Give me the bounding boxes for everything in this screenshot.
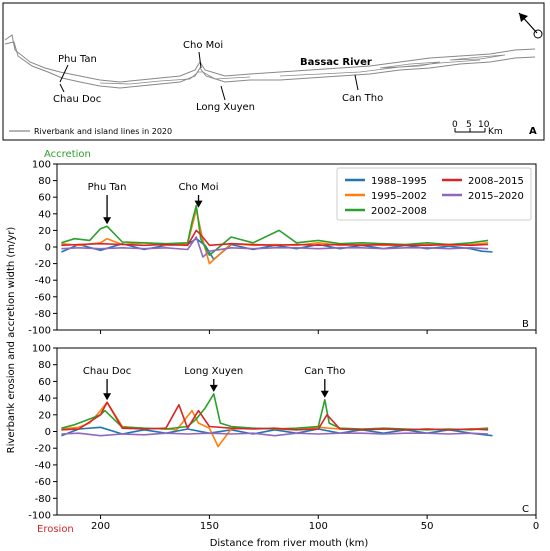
annotation-label: Phu Tan — [88, 182, 127, 193]
x-tick-label: 0 — [533, 521, 539, 532]
series-line — [61, 401, 489, 431]
annotation-label: Long Xuyen — [184, 366, 243, 377]
y-axis-label: Riverbank erosion and accretion width (m… — [6, 227, 17, 454]
river-bank-south — [4, 41, 536, 89]
series-line — [61, 393, 489, 431]
y-tick-label: -60 — [35, 477, 51, 488]
y-tick-label: 20 — [38, 410, 51, 421]
annotation-label: Cho Moi — [178, 182, 218, 193]
place-pointer-chau-doc — [59, 83, 65, 93]
island-1 — [379, 61, 441, 69]
map-frame — [2, 2, 545, 141]
y-tick-label: -80 — [35, 309, 51, 320]
place-pointer-cho-moi — [198, 51, 202, 69]
y-tick-label: 80 — [38, 176, 51, 187]
series-line — [61, 401, 489, 448]
y-tick-label: -80 — [35, 494, 51, 505]
chart-panel-b: 100 80 60 40 20 0 -20 -40 -60 -80 -100 Phu Tan Cho M… — [28, 160, 537, 337]
chart-legend — [336, 167, 532, 221]
annotation-arrowhead — [103, 393, 112, 401]
y-tick-label: 100 — [32, 160, 51, 171]
annotation-label: Can Tho — [304, 366, 345, 377]
x-tick-label: 100 — [309, 521, 328, 532]
y-tick-label: 60 — [38, 377, 51, 388]
x-tick-label: 150 — [200, 521, 219, 532]
scale-unit: Km — [488, 127, 503, 137]
panel-label: B — [522, 319, 529, 330]
x-tick-label: 200 — [91, 521, 110, 532]
legend-label: 1988–1995 — [371, 176, 427, 187]
series-line — [61, 432, 489, 437]
accretion-label: Accretion — [44, 149, 91, 160]
annotation-arrowhead — [320, 390, 329, 398]
y-tick-label: -40 — [35, 460, 51, 471]
annotation-label: Chau Doc — [83, 366, 131, 377]
x-axis-label: Distance from river mouth (km) — [210, 538, 369, 549]
y-tick-label: 60 — [38, 193, 51, 204]
island-2 — [449, 54, 506, 61]
legend-label: 1995–2002 — [371, 191, 427, 202]
legend-label: 2008–2015 — [468, 176, 524, 187]
y-tick-label: -40 — [35, 276, 51, 287]
scale-tick-10: 10 — [478, 120, 490, 130]
annotation-arrowhead — [194, 200, 203, 208]
series-line — [61, 236, 489, 258]
place-label-can-tho: Can Tho — [342, 93, 383, 104]
panel-label: C — [522, 504, 529, 515]
map-panel: Phu Tan Chau Doc Cho Moi Long Xuyen Can … — [2, 2, 545, 141]
place-pointer-can-tho — [354, 74, 359, 91]
y-tick-label: -20 — [35, 259, 51, 270]
place-label-long-xuyen: Long Xuyen — [196, 102, 255, 113]
y-tick-label: 0 — [45, 427, 51, 438]
panel-label-a: A — [529, 126, 537, 137]
y-tick-label: 20 — [38, 226, 51, 237]
y-tick-label: -60 — [35, 292, 51, 303]
legend-label: 2015–2020 — [468, 191, 524, 202]
north-arrow-icon — [518, 12, 543, 39]
river-bank-inner — [99, 59, 481, 85]
y-tick-label: 40 — [38, 209, 51, 220]
y-tick-label: 0 — [45, 243, 51, 254]
scale-tick-0: 0 — [452, 120, 458, 130]
y-tick-label: -20 — [35, 444, 51, 455]
map-legend-label: Riverbank and island lines in 2020 — [34, 127, 172, 136]
place-label-cho-moi: Cho Moi — [183, 40, 223, 51]
river-name: Bassac River — [300, 57, 372, 68]
place-label-phu-tan: Phu Tan — [58, 54, 97, 65]
place-label-chau-doc: Chau Doc — [53, 94, 101, 105]
annotation-arrowhead — [209, 384, 218, 392]
place-pointer-phu-tan — [59, 64, 69, 83]
legend-label: 2002–2008 — [371, 206, 427, 217]
y-tick-label: -100 — [28, 511, 51, 522]
erosion-label: Erosion — [37, 524, 74, 535]
place-pointer-long-xuyen — [220, 85, 226, 101]
x-tick-label: 50 — [421, 521, 434, 532]
scale-bar: 0 5 10 Km — [452, 120, 503, 137]
y-tick-label: 100 — [32, 344, 51, 355]
series-line — [61, 229, 489, 247]
y-tick-label: -100 — [28, 326, 51, 337]
scale-tick-5: 5 — [466, 120, 472, 130]
y-tick-label: 40 — [38, 394, 51, 405]
y-tick-label: 80 — [38, 360, 51, 371]
annotation-arrowhead — [103, 217, 112, 225]
